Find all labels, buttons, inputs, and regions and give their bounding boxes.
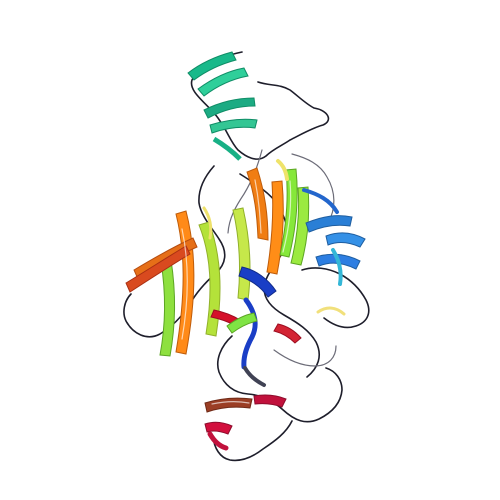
brown-strand <box>204 397 253 413</box>
green-accent-center <box>226 312 258 334</box>
yellow-accent-right <box>316 306 346 316</box>
coil-left <box>123 165 226 338</box>
green-strand-2 <box>290 186 310 266</box>
teal-helix-loop <box>212 136 242 161</box>
red-strand-left <box>125 245 191 293</box>
yellow-accent-left <box>202 206 213 240</box>
highlight-3 <box>181 228 188 340</box>
teal-strand-4 <box>209 118 258 134</box>
coil-lower <box>216 335 343 423</box>
dark-twist <box>243 366 266 387</box>
teal-strand-2 <box>197 67 249 97</box>
crimson-strand-2 <box>204 421 233 435</box>
crimson-knot <box>207 431 229 451</box>
navy-strand <box>238 266 277 298</box>
teal-strand-3 <box>203 97 256 119</box>
orange-strand-1 <box>246 167 269 241</box>
highlight-4 <box>326 227 357 231</box>
yellow-accent-top <box>276 159 289 181</box>
green-strand-1 <box>279 168 298 258</box>
coil-gray-1 <box>227 149 263 234</box>
navy-coil <box>241 297 258 370</box>
orange-strand-2 <box>266 180 284 275</box>
coil-bottom-left <box>212 420 293 462</box>
blue-loop <box>302 188 339 214</box>
top-beta-sheet <box>187 51 258 161</box>
coil-top <box>190 51 330 160</box>
cyan-accent <box>331 248 343 286</box>
bottom-beta-hairpin <box>204 366 287 451</box>
green-strand-3 <box>159 259 176 357</box>
central-beta-sheet <box>125 167 310 357</box>
accent-segments <box>202 159 346 344</box>
highlight-strokes <box>181 179 357 405</box>
lime-strand-1 <box>232 207 251 301</box>
coil-right <box>301 267 370 329</box>
blue-strand-1 <box>305 215 353 233</box>
orange-strand-3 <box>175 210 195 355</box>
coil-gray-2 <box>291 153 335 224</box>
highlight-5 <box>211 401 250 405</box>
blue-domain <box>238 188 366 370</box>
crimson-strand-1 <box>253 394 287 408</box>
blue-strand-2 <box>325 232 366 248</box>
teal-strand-1 <box>187 51 237 81</box>
coil-gray-3 <box>273 345 337 367</box>
highlight-1 <box>254 179 262 234</box>
red-accent-right <box>273 323 302 344</box>
highlight-2 <box>282 180 292 253</box>
lime-strand-2 <box>198 221 221 337</box>
